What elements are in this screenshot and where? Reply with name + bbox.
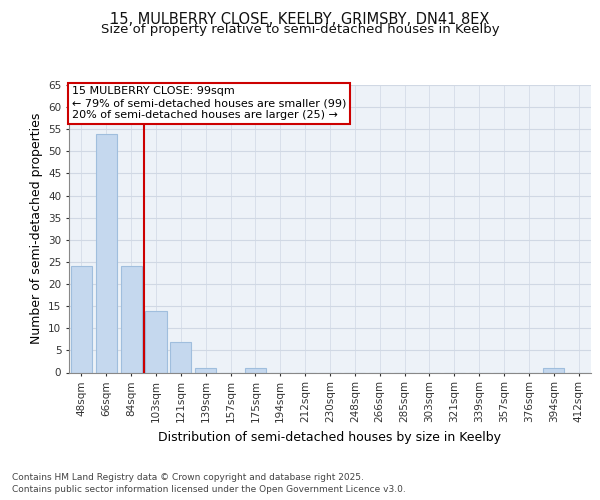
Y-axis label: Number of semi-detached properties: Number of semi-detached properties [29,113,43,344]
Bar [121,266,142,372]
Text: 15, MULBERRY CLOSE, KEELBY, GRIMSBY, DN41 8EX: 15, MULBERRY CLOSE, KEELBY, GRIMSBY, DN4… [110,12,490,28]
Bar [170,342,191,372]
Bar [71,266,92,372]
Text: Size of property relative to semi-detached houses in Keelby: Size of property relative to semi-detach… [101,22,499,36]
Text: Contains HM Land Registry data © Crown copyright and database right 2025.: Contains HM Land Registry data © Crown c… [12,472,364,482]
Bar [145,310,167,372]
Bar [543,368,564,372]
Bar [195,368,216,372]
Text: 15 MULBERRY CLOSE: 99sqm
← 79% of semi-detached houses are smaller (99)
20% of s: 15 MULBERRY CLOSE: 99sqm ← 79% of semi-d… [71,86,346,120]
Bar [96,134,117,372]
Text: Contains public sector information licensed under the Open Government Licence v3: Contains public sector information licen… [12,485,406,494]
X-axis label: Distribution of semi-detached houses by size in Keelby: Distribution of semi-detached houses by … [158,430,502,444]
Bar [245,368,266,372]
